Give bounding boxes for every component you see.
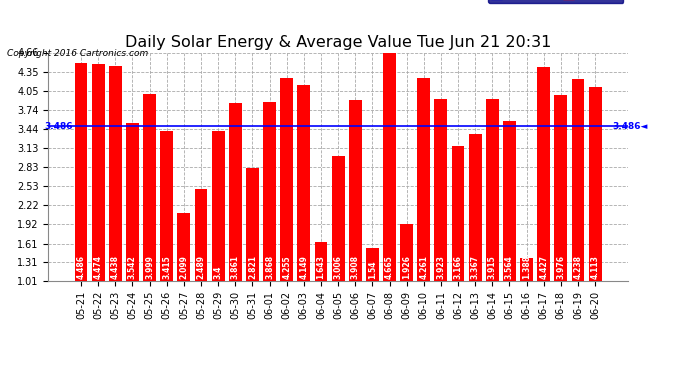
Bar [315, 242, 327, 281]
Bar [246, 168, 259, 281]
Bar [538, 67, 550, 281]
Text: 3.415: 3.415 [162, 255, 171, 279]
Bar [520, 258, 533, 281]
Bar [400, 224, 413, 281]
Text: 3.923: 3.923 [436, 255, 446, 279]
Bar [503, 121, 516, 281]
Text: 4.474: 4.474 [94, 255, 103, 279]
Bar [332, 156, 344, 281]
Text: 3.976: 3.976 [556, 255, 565, 279]
Title: Daily Solar Energy & Average Value Tue Jun 21 20:31: Daily Solar Energy & Average Value Tue J… [125, 35, 551, 50]
Text: 3.166: 3.166 [453, 255, 462, 279]
Bar [383, 52, 396, 281]
Text: 1.388: 1.388 [522, 255, 531, 279]
Bar [126, 123, 139, 281]
Text: 4.427: 4.427 [539, 255, 549, 279]
Text: 3.915: 3.915 [488, 255, 497, 279]
Bar [263, 102, 276, 281]
Text: 4.486: 4.486 [77, 255, 86, 279]
Bar [109, 66, 121, 281]
Bar [160, 130, 173, 281]
Bar [452, 146, 464, 281]
Text: 4.113: 4.113 [591, 255, 600, 279]
Text: 3.861: 3.861 [230, 255, 240, 279]
Bar [571, 79, 584, 281]
Bar [280, 78, 293, 281]
Text: 1.54: 1.54 [368, 260, 377, 279]
Bar [92, 64, 105, 281]
Text: 4.238: 4.238 [573, 255, 582, 279]
Text: 3.908: 3.908 [351, 255, 359, 279]
Text: 3.486◄: 3.486◄ [612, 122, 648, 130]
Bar [469, 134, 482, 281]
Bar [435, 99, 447, 281]
Bar [297, 84, 310, 281]
Text: 3.006: 3.006 [333, 255, 343, 279]
Text: 2.489: 2.489 [197, 255, 206, 279]
Text: 1.926: 1.926 [402, 255, 411, 279]
Bar [555, 95, 567, 281]
Text: 4.438: 4.438 [111, 255, 120, 279]
Text: 3.486: 3.486 [44, 122, 72, 130]
Text: 3.4: 3.4 [214, 266, 223, 279]
Bar [349, 100, 362, 281]
Bar [486, 99, 499, 281]
Text: 2.099: 2.099 [179, 255, 188, 279]
Text: 3.999: 3.999 [145, 255, 154, 279]
Bar [195, 189, 208, 281]
Bar [212, 132, 224, 281]
Legend: Average  ($), Daily   ($): Average ($), Daily ($) [488, 0, 623, 3]
Text: 3.367: 3.367 [471, 255, 480, 279]
Bar [589, 87, 602, 281]
Text: 3.564: 3.564 [505, 255, 514, 279]
Text: 4.261: 4.261 [420, 255, 428, 279]
Bar [75, 63, 88, 281]
Text: 4.665: 4.665 [385, 255, 394, 279]
Text: 4.255: 4.255 [282, 255, 291, 279]
Text: 1.643: 1.643 [317, 255, 326, 279]
Bar [229, 103, 242, 281]
Text: Copyright 2016 Cartronics.com: Copyright 2016 Cartronics.com [7, 49, 148, 58]
Text: 3.542: 3.542 [128, 255, 137, 279]
Bar [366, 248, 379, 281]
Bar [144, 94, 156, 281]
Bar [417, 78, 430, 281]
Bar [177, 213, 190, 281]
Text: 3.868: 3.868 [265, 255, 274, 279]
Text: 4.149: 4.149 [299, 255, 308, 279]
Text: 2.821: 2.821 [248, 255, 257, 279]
